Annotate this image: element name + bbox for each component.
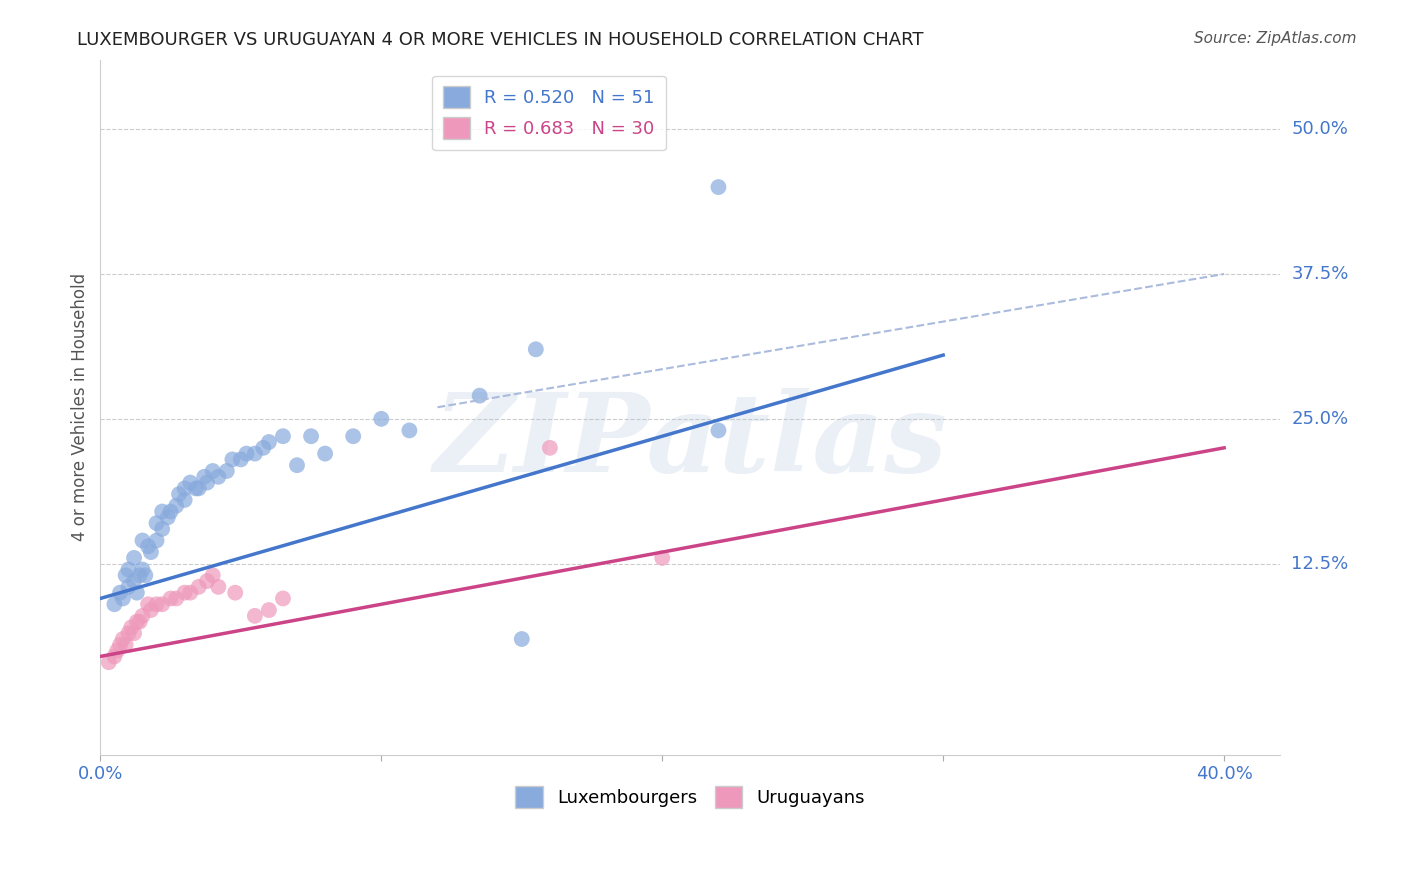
Point <box>131 533 153 548</box>
Point <box>271 591 294 606</box>
Point <box>271 429 294 443</box>
Point <box>165 499 187 513</box>
Point <box>139 545 162 559</box>
Text: ZIPatlas: ZIPatlas <box>433 388 948 496</box>
Point <box>159 591 181 606</box>
Point <box>243 608 266 623</box>
Point <box>128 615 150 629</box>
Point <box>195 475 218 490</box>
Point <box>145 597 167 611</box>
Text: Source: ZipAtlas.com: Source: ZipAtlas.com <box>1194 31 1357 46</box>
Point <box>111 632 134 646</box>
Point <box>134 568 156 582</box>
Point <box>103 649 125 664</box>
Point <box>105 643 128 657</box>
Point <box>707 424 730 438</box>
Point <box>257 435 280 450</box>
Point <box>370 412 392 426</box>
Point <box>159 504 181 518</box>
Point <box>165 591 187 606</box>
Point <box>524 343 547 357</box>
Point <box>114 568 136 582</box>
Point <box>117 626 139 640</box>
Point <box>235 447 257 461</box>
Text: 25.0%: 25.0% <box>1292 409 1348 428</box>
Point <box>207 580 229 594</box>
Point <box>173 482 195 496</box>
Point <box>136 539 159 553</box>
Point <box>285 458 308 473</box>
Point <box>342 429 364 443</box>
Point <box>97 655 120 669</box>
Point <box>221 452 243 467</box>
Point <box>257 603 280 617</box>
Point <box>122 550 145 565</box>
Text: LUXEMBOURGER VS URUGUAYAN 4 OR MORE VEHICLES IN HOUSEHOLD CORRELATION CHART: LUXEMBOURGER VS URUGUAYAN 4 OR MORE VEHI… <box>77 31 924 49</box>
Text: 12.5%: 12.5% <box>1292 555 1348 573</box>
Point <box>184 482 207 496</box>
Point <box>179 475 201 490</box>
Point <box>117 580 139 594</box>
Point <box>187 482 209 496</box>
Point <box>173 492 195 507</box>
Point <box>128 568 150 582</box>
Point <box>243 447 266 461</box>
Point <box>125 615 148 629</box>
Point <box>103 597 125 611</box>
Point <box>173 585 195 599</box>
Point <box>193 470 215 484</box>
Point <box>122 626 145 640</box>
Point <box>201 464 224 478</box>
Point <box>651 550 673 565</box>
Point <box>117 562 139 576</box>
Point <box>229 452 252 467</box>
Point <box>510 632 533 646</box>
Point <box>299 429 322 443</box>
Point <box>125 585 148 599</box>
Point <box>120 620 142 634</box>
Point <box>398 424 420 438</box>
Point <box>707 180 730 194</box>
Point <box>114 638 136 652</box>
Point <box>195 574 218 588</box>
Point <box>145 533 167 548</box>
Point <box>150 504 173 518</box>
Point <box>111 591 134 606</box>
Point <box>156 510 179 524</box>
Point <box>179 585 201 599</box>
Point <box>139 603 162 617</box>
Point <box>201 568 224 582</box>
Point <box>187 580 209 594</box>
Point <box>314 447 336 461</box>
Point <box>468 389 491 403</box>
Legend: Luxembourgers, Uruguayans: Luxembourgers, Uruguayans <box>508 779 873 815</box>
Point <box>150 597 173 611</box>
Point <box>167 487 190 501</box>
Point <box>224 585 246 599</box>
Text: 50.0%: 50.0% <box>1292 120 1348 138</box>
Point <box>108 638 131 652</box>
Point <box>122 574 145 588</box>
Y-axis label: 4 or more Vehicles in Household: 4 or more Vehicles in Household <box>72 273 89 541</box>
Point <box>131 562 153 576</box>
Text: 37.5%: 37.5% <box>1292 265 1348 283</box>
Point <box>207 470 229 484</box>
Point <box>252 441 274 455</box>
Point <box>538 441 561 455</box>
Point <box>145 516 167 530</box>
Point <box>108 585 131 599</box>
Point <box>215 464 238 478</box>
Point <box>150 522 173 536</box>
Point <box>131 608 153 623</box>
Point <box>136 597 159 611</box>
